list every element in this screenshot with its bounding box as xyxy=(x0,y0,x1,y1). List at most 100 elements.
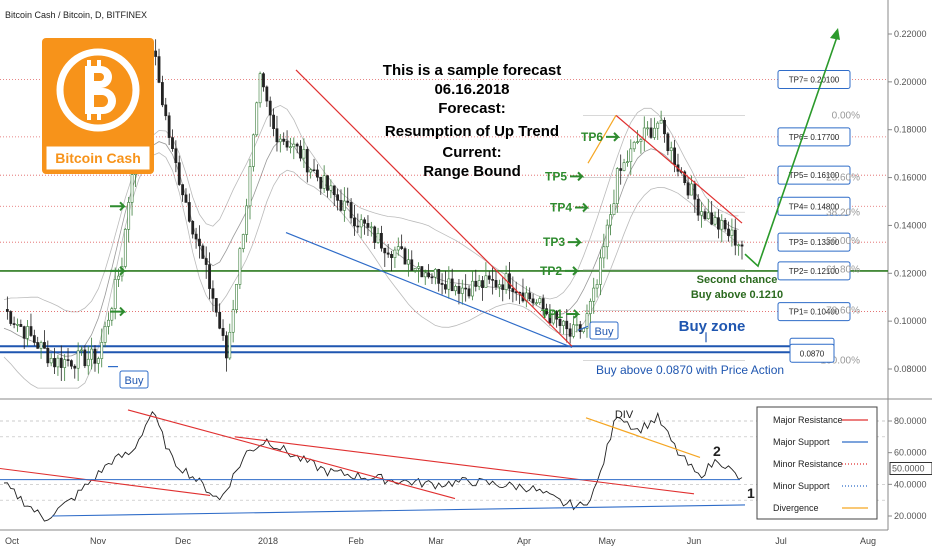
candle-body xyxy=(278,138,282,143)
candle-body xyxy=(127,202,131,230)
legend-box xyxy=(756,406,878,520)
candle-body xyxy=(400,246,404,249)
candle-body xyxy=(36,342,40,349)
candle-body xyxy=(612,203,616,215)
candle-body xyxy=(29,326,33,336)
candle-body xyxy=(396,246,400,251)
target-box-label: TP4= 0.14800 xyxy=(789,202,840,211)
candle-body xyxy=(636,141,639,143)
candle-body xyxy=(528,292,532,300)
candle-body xyxy=(494,280,498,288)
candle-body xyxy=(241,234,245,249)
rsi-resistance-3 xyxy=(234,436,695,495)
recent-resistance-trendline xyxy=(615,114,743,224)
target-box-label: TP3= 0.13300 xyxy=(789,238,840,247)
candle-body xyxy=(225,335,228,359)
candle-body xyxy=(376,232,380,243)
buy-zone-note: Buy above 0.0870 with Price Action xyxy=(596,363,784,377)
candle-body xyxy=(440,283,444,285)
target-arrow xyxy=(566,309,581,319)
target-box xyxy=(777,232,851,252)
chart-title: Bitcoin Cash / Bitcoin, D, BITFINEX xyxy=(5,10,147,20)
price-tick-label: 0.12000 xyxy=(894,268,927,278)
candle-body xyxy=(531,298,535,304)
point-1-label: 1 xyxy=(747,485,755,501)
logo-label-box xyxy=(45,145,151,171)
candle-body xyxy=(659,120,663,124)
price-levels: TP1= 0.10400 TP2= 0.12100 TP3= 0.13300 TP4=… xyxy=(0,69,888,367)
candle-body xyxy=(683,171,687,184)
candle-body xyxy=(235,284,238,311)
bitcoin-cash-logo: Bitcoin Cash xyxy=(42,38,154,174)
forecast-line-3: Forecast: xyxy=(438,100,506,117)
candle-body xyxy=(460,287,464,294)
forecast-line-6: Range Bound xyxy=(423,163,521,180)
legend-label: Minor Support xyxy=(773,481,830,491)
forecast-line-2: 06.16.2018 xyxy=(434,81,509,98)
candle-body xyxy=(69,360,73,367)
candle-body xyxy=(39,342,43,349)
candle-body xyxy=(595,284,599,289)
candle-body xyxy=(652,127,656,138)
candle-body xyxy=(629,148,633,163)
buy-tag-left-label: Buy xyxy=(125,375,144,387)
candle-body xyxy=(26,326,29,339)
candle-body xyxy=(380,232,383,249)
candle-body xyxy=(83,349,87,367)
candle-body xyxy=(275,128,279,143)
rsi-current-label: 50.0000 xyxy=(892,464,925,474)
candle-body xyxy=(592,287,596,302)
candle-body xyxy=(477,280,481,287)
candle-body xyxy=(198,238,201,247)
candle-body xyxy=(113,279,117,309)
candle-body xyxy=(548,313,552,324)
rsi-resistance-2 xyxy=(0,467,211,496)
price-tick-label: 0.10000 xyxy=(894,316,927,326)
candle-body xyxy=(585,313,589,329)
candle-body xyxy=(285,141,289,148)
second-chance-line-1: Second chance xyxy=(697,274,778,286)
candle-body xyxy=(663,120,666,135)
candle-body xyxy=(100,342,104,359)
candle-body xyxy=(103,326,107,343)
candle-body xyxy=(609,214,612,226)
candle-body xyxy=(700,211,703,216)
candle-body xyxy=(666,133,670,151)
candle-body xyxy=(90,348,94,360)
buy-zone-tag xyxy=(789,343,835,363)
candle-body xyxy=(369,226,373,229)
candle-body xyxy=(454,286,457,292)
left-target-arrow xyxy=(110,306,127,317)
candle-body xyxy=(706,212,710,220)
target-arrow xyxy=(565,266,580,276)
candle-body xyxy=(238,248,242,285)
target-arrow xyxy=(568,237,583,247)
candle-body xyxy=(444,284,447,290)
candle-body xyxy=(720,220,724,230)
candle-body xyxy=(123,229,127,267)
target-arrow xyxy=(570,171,585,182)
candle-body xyxy=(258,73,262,104)
candle-body xyxy=(130,174,134,203)
candle-body xyxy=(174,148,178,163)
candle-body xyxy=(154,50,158,57)
fib-label: 61.80% xyxy=(826,265,860,276)
target-box xyxy=(777,69,851,89)
price-tick-label: 0.16000 xyxy=(894,173,927,183)
candle-body xyxy=(295,143,299,147)
fib-label: 50.00% xyxy=(826,236,860,247)
candle-body xyxy=(710,212,714,225)
candle-body xyxy=(390,253,393,258)
rsi-divergence-line xyxy=(585,417,701,458)
candle-body xyxy=(619,168,623,171)
buy-tag-right: Buy xyxy=(589,321,619,340)
buy-pointer-right xyxy=(577,325,589,331)
candle-body xyxy=(673,147,677,166)
candle-body xyxy=(268,100,272,116)
trendlines xyxy=(285,28,840,349)
candle-body xyxy=(251,134,255,167)
price-tick-label: 0.22000 xyxy=(894,29,927,39)
candle-body xyxy=(430,276,434,279)
candle-body xyxy=(393,249,397,258)
candle-body xyxy=(187,202,191,222)
